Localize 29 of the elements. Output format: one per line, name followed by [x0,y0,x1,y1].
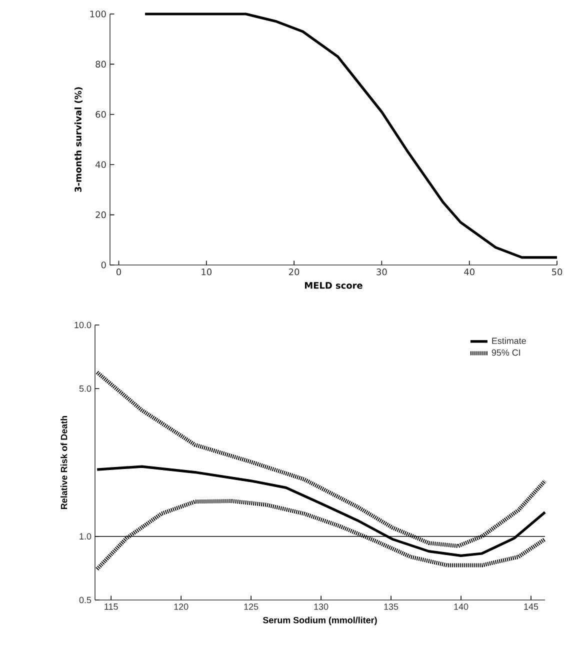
legend-label: 95% CI [492,349,520,356]
y-tick-label: 5.0 [79,385,92,392]
y-tick-label: 40 [96,161,106,168]
x-tick-label: 140 [454,604,468,610]
y-tick-label: 80 [96,60,106,68]
x-tick-label: 0 [116,268,122,276]
y-tick-label: 100 [90,10,106,18]
x-tick-label: 130 [314,604,328,610]
x-tick-label: 40 [464,268,474,276]
x-axis-title: MELD score [305,282,362,289]
x-axis-title: Serum Sodium (mmol/liter) [262,616,377,626]
y-tick-label: 0 [101,262,106,268]
legend-label: Estimate [492,337,526,344]
x-tick-label: 50 [552,268,562,276]
x-tick-label: 10 [202,268,212,276]
x-tick-label: 20 [289,268,300,276]
x-tick-label: 115 [104,604,118,610]
x-tick-label: 125 [244,604,258,610]
y-tick-label: 60 [96,111,106,118]
x-tick-label: 135 [384,604,398,610]
y-tick-label: 20 [96,211,106,218]
x-tick-label: 30 [376,268,387,276]
x-tick-label: 145 [524,604,538,610]
y-tick-label: 10.0 [74,322,92,328]
y-axis-title: 3-month survival (%) [74,87,83,192]
y-tick-label: 0.5 [79,596,92,604]
y-axis-title: Relative Risk of Death [60,416,68,509]
x-tick-label: 120 [174,604,188,610]
y-tick-label: 1.0 [80,533,92,540]
